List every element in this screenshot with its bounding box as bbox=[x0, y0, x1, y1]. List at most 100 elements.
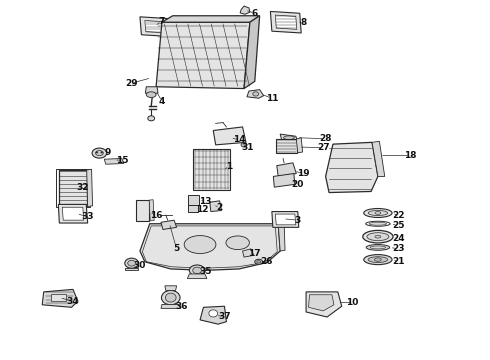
Polygon shape bbox=[42, 289, 78, 307]
Text: 21: 21 bbox=[392, 257, 405, 266]
Text: 15: 15 bbox=[116, 156, 128, 165]
Polygon shape bbox=[140, 17, 171, 37]
Bar bbox=[188, 195, 199, 205]
Text: 33: 33 bbox=[81, 212, 94, 221]
Ellipse shape bbox=[128, 260, 136, 266]
Polygon shape bbox=[244, 16, 260, 89]
Text: 34: 34 bbox=[67, 297, 79, 306]
Polygon shape bbox=[277, 163, 296, 176]
Text: 4: 4 bbox=[159, 96, 165, 105]
Polygon shape bbox=[140, 224, 280, 270]
Text: 11: 11 bbox=[266, 94, 278, 103]
Polygon shape bbox=[187, 274, 207, 279]
Text: 12: 12 bbox=[196, 205, 208, 214]
Bar bbox=[56, 168, 90, 207]
Polygon shape bbox=[146, 87, 158, 93]
Bar bbox=[51, 294, 66, 301]
Text: 22: 22 bbox=[392, 211, 405, 220]
Text: 13: 13 bbox=[198, 197, 211, 206]
Polygon shape bbox=[280, 134, 298, 141]
Polygon shape bbox=[243, 249, 254, 257]
Polygon shape bbox=[200, 306, 226, 324]
Text: 19: 19 bbox=[297, 169, 310, 178]
Polygon shape bbox=[62, 207, 84, 220]
Text: 25: 25 bbox=[392, 221, 405, 230]
Polygon shape bbox=[210, 201, 221, 212]
Bar bbox=[59, 170, 87, 206]
Text: 37: 37 bbox=[218, 312, 231, 321]
Ellipse shape bbox=[364, 255, 392, 265]
Ellipse shape bbox=[368, 211, 388, 216]
Ellipse shape bbox=[366, 244, 390, 250]
Text: 18: 18 bbox=[404, 151, 416, 160]
Text: 1: 1 bbox=[226, 162, 232, 171]
Text: 17: 17 bbox=[248, 249, 261, 258]
Polygon shape bbox=[306, 292, 342, 317]
Polygon shape bbox=[240, 6, 250, 14]
Ellipse shape bbox=[209, 310, 218, 317]
Ellipse shape bbox=[226, 236, 249, 249]
Polygon shape bbox=[125, 267, 139, 270]
Bar bbox=[136, 200, 149, 221]
Ellipse shape bbox=[96, 150, 103, 156]
Polygon shape bbox=[213, 127, 246, 145]
Text: 27: 27 bbox=[317, 143, 329, 152]
Ellipse shape bbox=[255, 259, 263, 264]
Text: 6: 6 bbox=[252, 9, 258, 18]
Text: 7: 7 bbox=[159, 17, 165, 26]
Text: 36: 36 bbox=[175, 302, 188, 311]
Polygon shape bbox=[296, 138, 303, 153]
Text: 32: 32 bbox=[76, 183, 89, 192]
Ellipse shape bbox=[96, 152, 98, 153]
Ellipse shape bbox=[375, 212, 381, 215]
Polygon shape bbox=[270, 12, 301, 33]
Ellipse shape bbox=[375, 235, 381, 238]
Ellipse shape bbox=[184, 235, 216, 253]
Bar bbox=[276, 139, 297, 153]
Polygon shape bbox=[58, 204, 88, 223]
Ellipse shape bbox=[374, 258, 381, 261]
Polygon shape bbox=[326, 142, 378, 193]
Ellipse shape bbox=[367, 233, 389, 240]
Ellipse shape bbox=[147, 92, 156, 98]
Ellipse shape bbox=[253, 92, 259, 96]
Ellipse shape bbox=[257, 261, 261, 263]
Text: 29: 29 bbox=[125, 79, 138, 88]
Text: 30: 30 bbox=[134, 261, 146, 270]
Text: 24: 24 bbox=[392, 234, 405, 243]
Polygon shape bbox=[278, 222, 285, 251]
Polygon shape bbox=[272, 212, 299, 227]
Ellipse shape bbox=[193, 267, 201, 274]
Text: 3: 3 bbox=[294, 216, 301, 225]
Ellipse shape bbox=[241, 143, 247, 147]
Ellipse shape bbox=[165, 293, 176, 302]
Ellipse shape bbox=[368, 257, 388, 262]
Polygon shape bbox=[275, 15, 297, 30]
Bar bbox=[194, 149, 230, 190]
Polygon shape bbox=[161, 220, 176, 229]
Ellipse shape bbox=[92, 148, 107, 158]
Ellipse shape bbox=[369, 222, 387, 225]
Ellipse shape bbox=[189, 265, 205, 276]
Polygon shape bbox=[156, 22, 250, 89]
Ellipse shape bbox=[363, 230, 393, 243]
Text: 35: 35 bbox=[199, 267, 212, 276]
Polygon shape bbox=[275, 214, 296, 225]
Ellipse shape bbox=[125, 258, 139, 268]
Bar bbox=[188, 206, 197, 212]
Polygon shape bbox=[149, 200, 154, 221]
Ellipse shape bbox=[284, 136, 294, 139]
Text: 28: 28 bbox=[319, 134, 332, 143]
Polygon shape bbox=[145, 21, 166, 33]
Polygon shape bbox=[372, 141, 385, 176]
Polygon shape bbox=[273, 174, 295, 187]
Text: 2: 2 bbox=[217, 203, 223, 212]
Polygon shape bbox=[87, 169, 93, 207]
Polygon shape bbox=[162, 16, 260, 22]
Ellipse shape bbox=[148, 116, 155, 121]
Ellipse shape bbox=[364, 208, 392, 217]
Polygon shape bbox=[161, 305, 180, 309]
Ellipse shape bbox=[161, 291, 180, 305]
Text: 5: 5 bbox=[173, 244, 180, 253]
Text: 9: 9 bbox=[104, 148, 110, 157]
